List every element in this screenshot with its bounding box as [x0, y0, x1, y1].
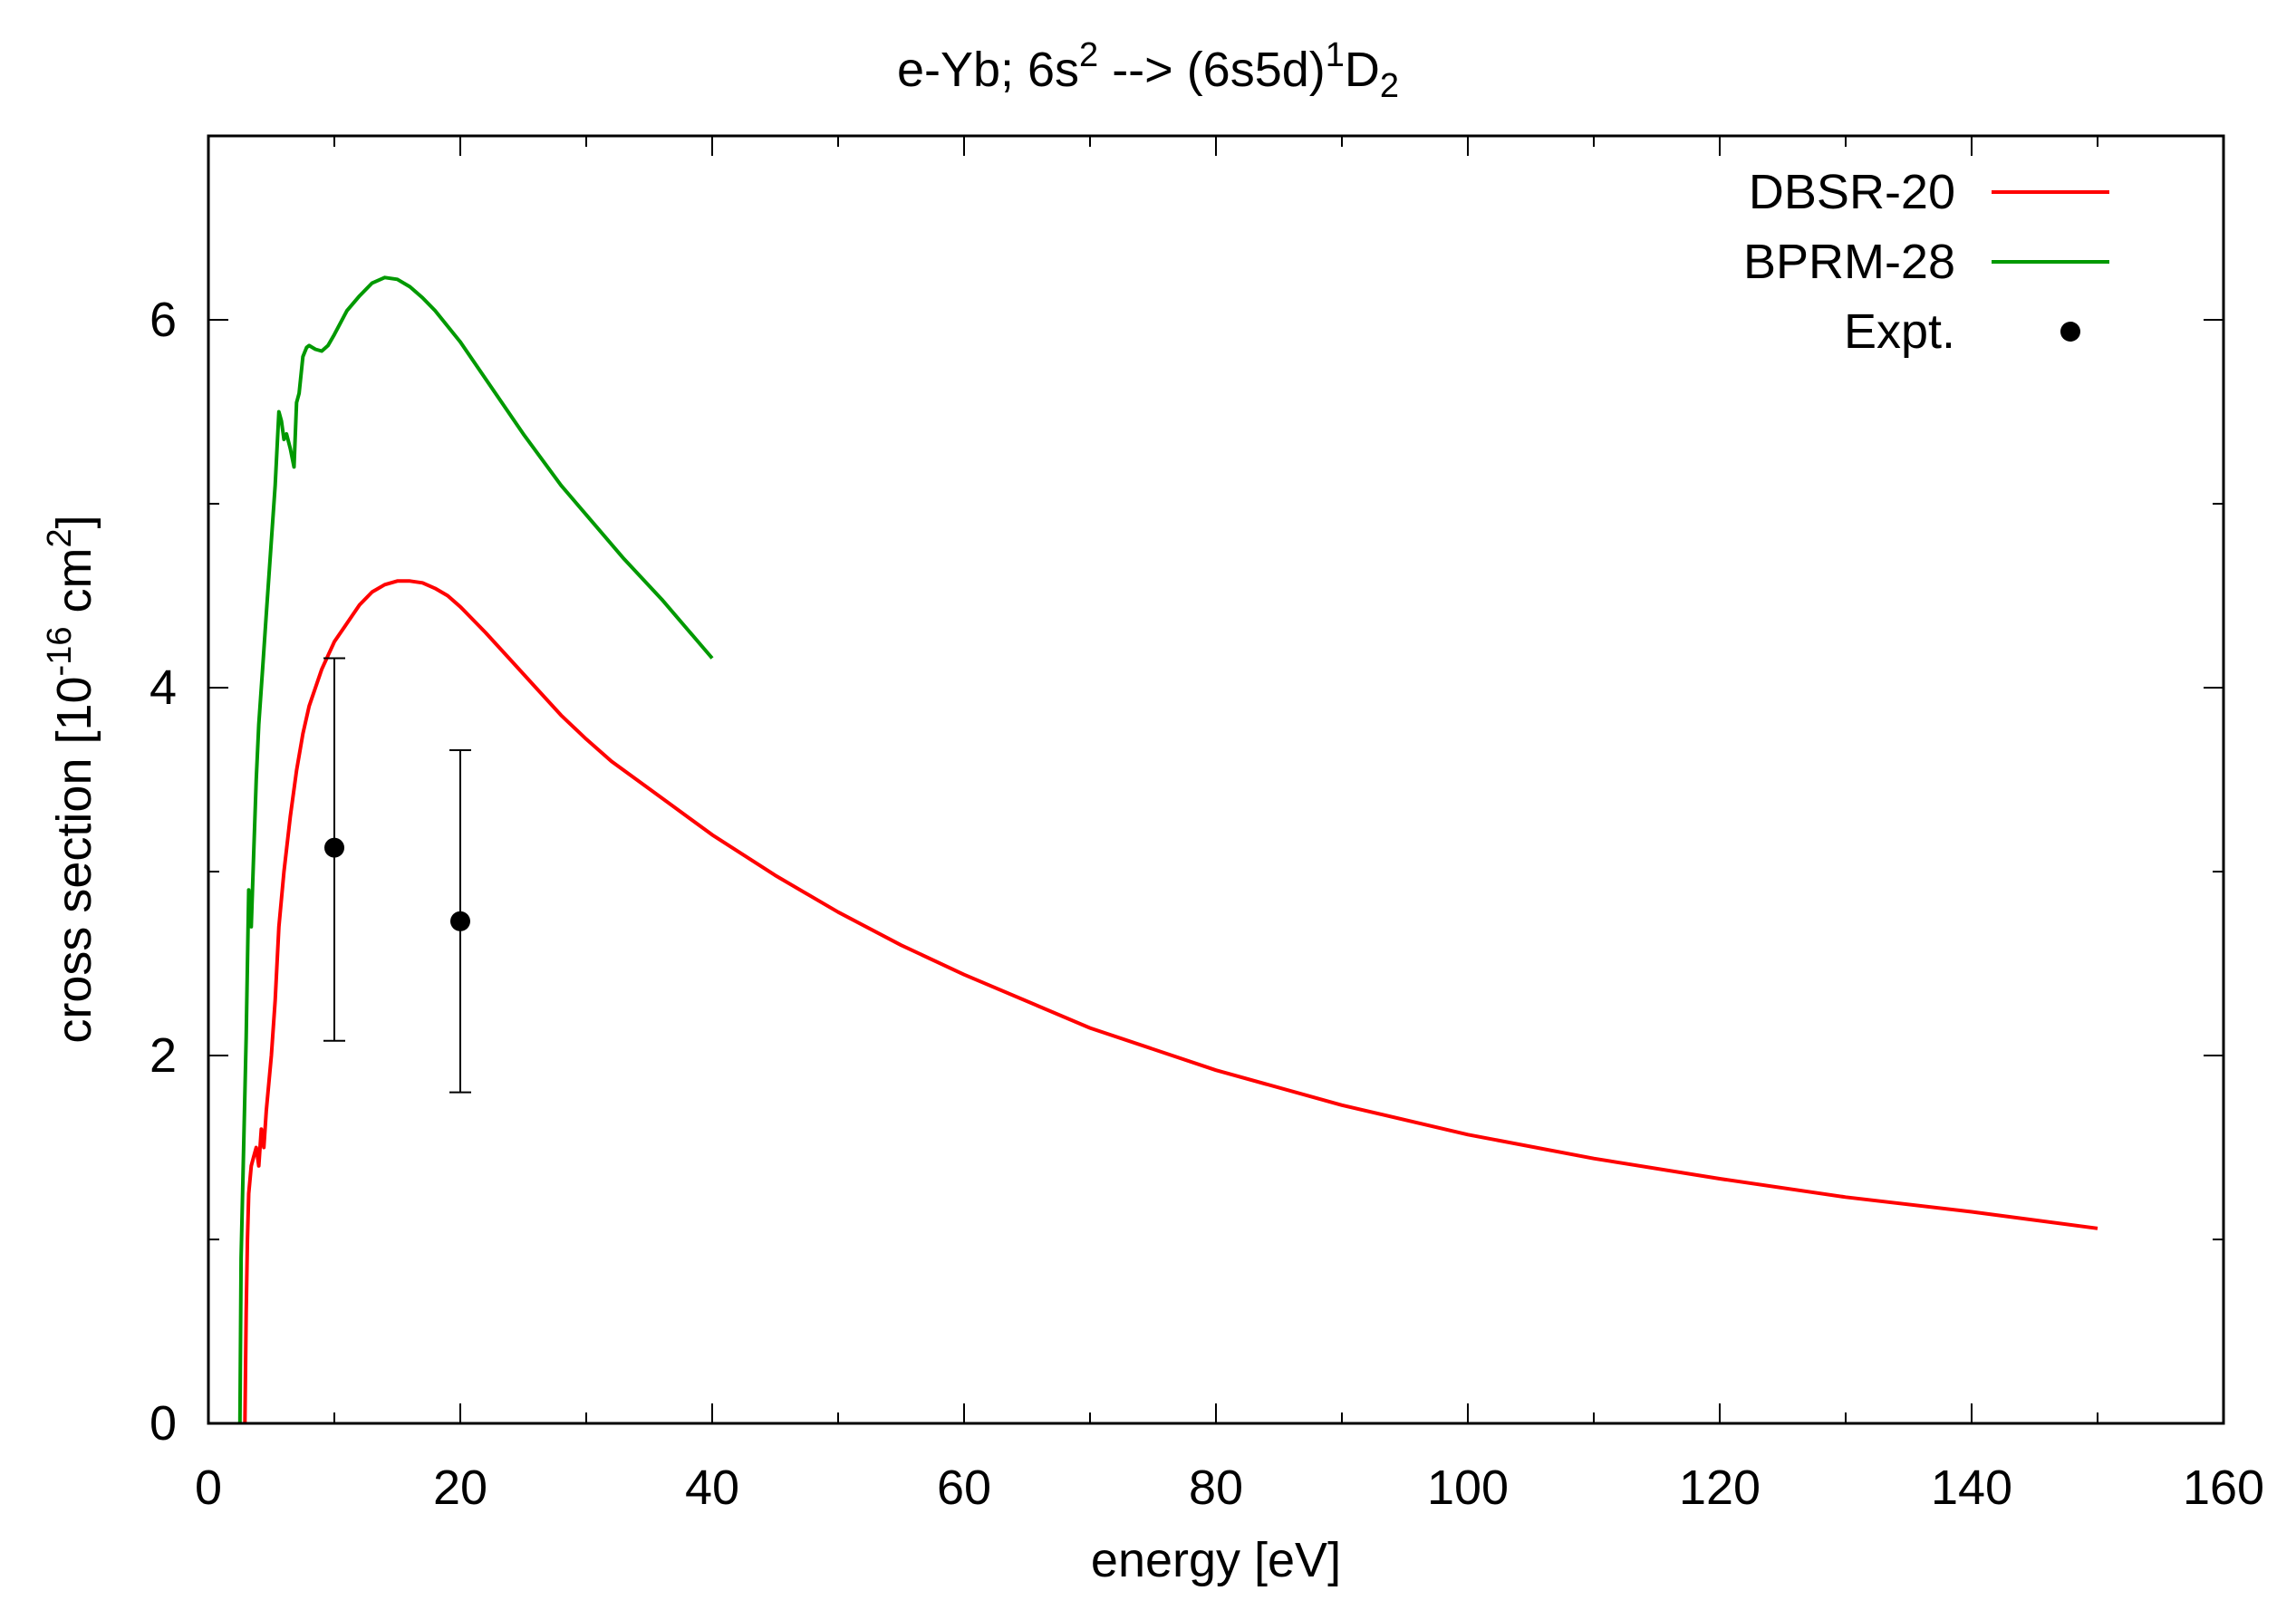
- x-tick-labels: 0 20 40 60 80 100 120 140 160: [195, 1461, 2264, 1515]
- y-tick-label-3: 6: [150, 293, 177, 347]
- ylabel-part1: cross section [10: [47, 676, 101, 1043]
- y-tick-label-1: 2: [150, 1028, 177, 1083]
- legend-label-0: DBSR-20: [1749, 165, 1955, 219]
- chart-title: e-Yb; 6s2 --> (6s5d)1D2: [897, 36, 1399, 105]
- x-tick-label-5: 100: [1427, 1461, 1509, 1515]
- title-main: D: [1345, 43, 1380, 97]
- ylabel-sup2: 2: [41, 528, 79, 547]
- x-tick-label-2: 40: [685, 1461, 739, 1515]
- data-point-1: [450, 911, 470, 931]
- series-line-bprm-28: [237, 275, 714, 1424]
- plot-frame: [207, 134, 2225, 1425]
- legend-swatch-2: [2060, 322, 2080, 342]
- x-tick-label-1: 20: [433, 1461, 487, 1515]
- x-tick-label-4: 80: [1189, 1461, 1243, 1515]
- ylabel-part2: cm: [47, 548, 101, 627]
- legend: DBSR-20 BPRM-28 Expt.: [1743, 165, 2109, 359]
- series-layer: [237, 275, 2098, 1424]
- x-tick-label-7: 140: [1931, 1461, 2012, 1515]
- title-sub: 2: [1380, 67, 1399, 105]
- ylabel-part3: ]: [47, 515, 101, 528]
- y-tick-label-0: 0: [150, 1396, 177, 1451]
- title-prefix: e-Yb; 6s: [897, 43, 1079, 97]
- x-tick-label-0: 0: [195, 1461, 222, 1515]
- ylabel-sup1: -16: [41, 627, 79, 677]
- title-middle: --> (6s5d): [1098, 43, 1326, 97]
- title-sup2: 1: [1326, 36, 1345, 74]
- y-tick-labels: 0 2 4 6: [150, 293, 177, 1451]
- x-axis-label: energy [eV]: [1091, 1533, 1341, 1587]
- x-tick-label-8: 160: [2183, 1461, 2264, 1515]
- x-tick-label-3: 60: [937, 1461, 991, 1515]
- legend-label-1: BPRM-28: [1743, 235, 1955, 289]
- y-axis-label: cross section [10-16 cm2]: [41, 515, 101, 1043]
- y-tick-label-2: 4: [150, 660, 177, 715]
- title-sup1: 2: [1079, 36, 1098, 74]
- series-line-dbsr-20: [243, 579, 2098, 1424]
- legend-label-2: Expt.: [1844, 304, 1955, 359]
- data-point-0: [324, 837, 344, 858]
- x-tick-label-6: 120: [1679, 1461, 1761, 1515]
